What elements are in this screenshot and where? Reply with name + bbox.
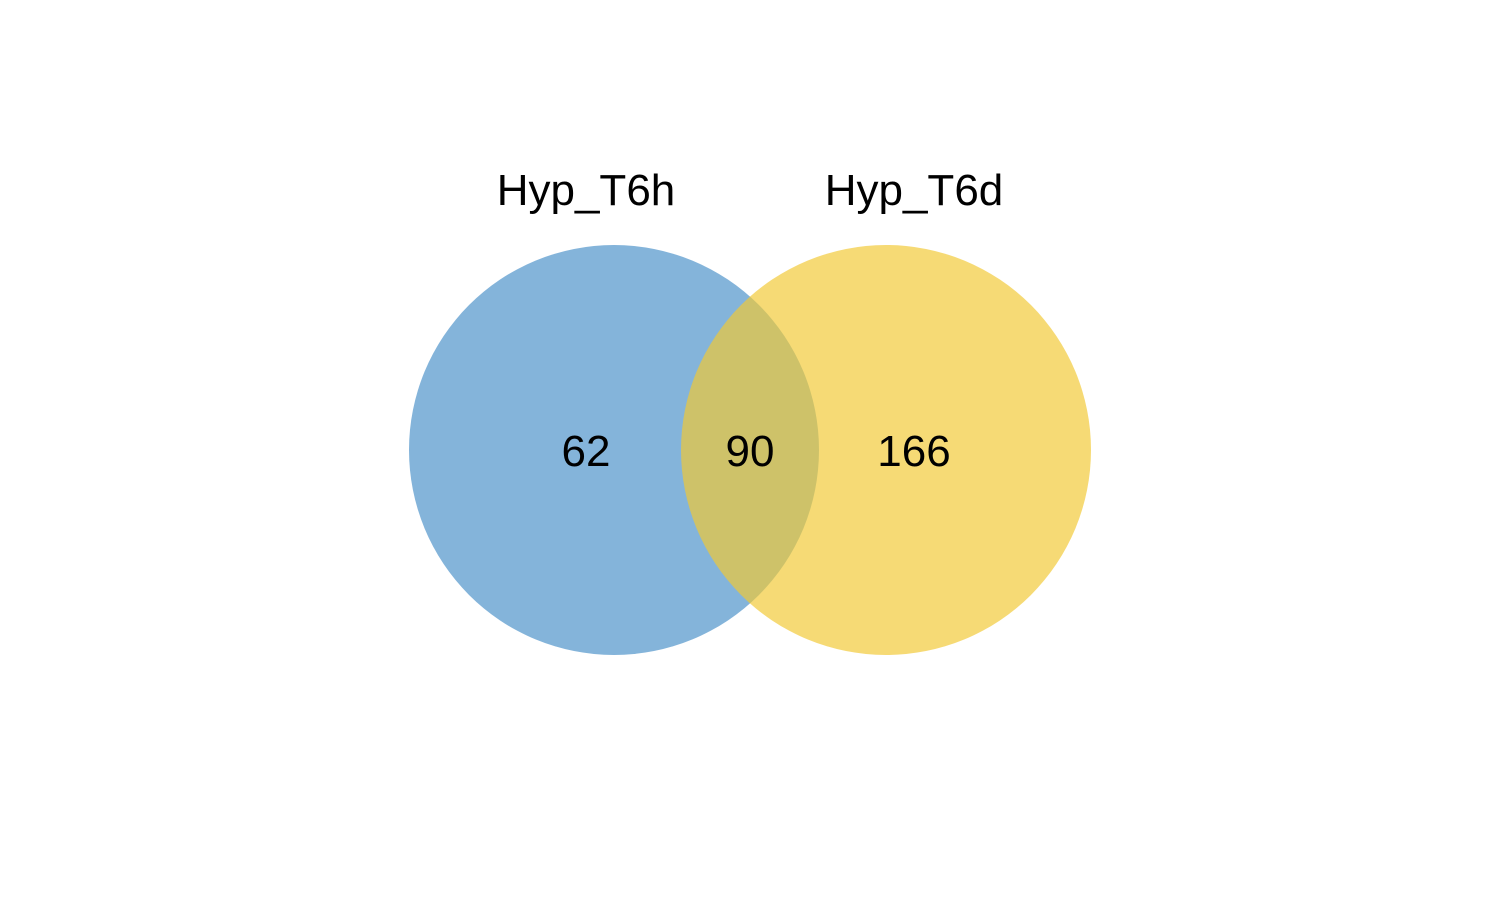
count-hyp-t6h-only: 62	[562, 427, 611, 476]
set-label-hyp-t6h: Hyp_T6h	[497, 166, 676, 215]
count-hyp-t6d-only: 166	[877, 427, 950, 476]
set-circle-hyp-t6d	[681, 245, 1091, 655]
count-intersection: 90	[726, 427, 775, 476]
set-label-hyp-t6d: Hyp_T6d	[825, 166, 1004, 215]
